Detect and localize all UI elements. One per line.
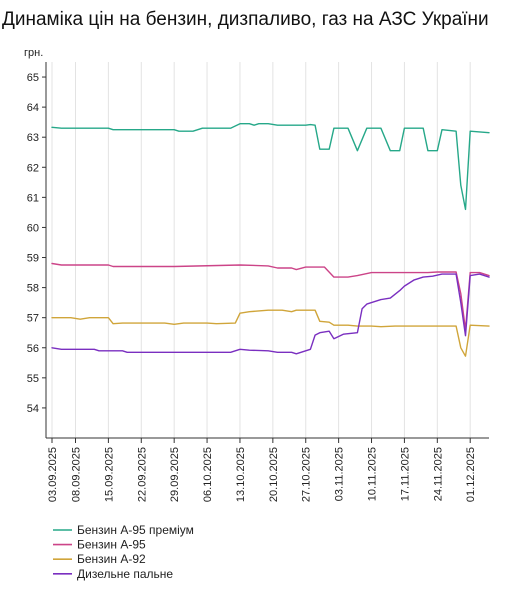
x-tick-label: 10.11.2025 [367,447,379,501]
y-tick-label: 63 [27,132,39,144]
y-tick-label: 64 [27,102,39,114]
grid-lines [51,62,471,438]
legend-label: Бензин А-95 преміум [77,523,194,537]
x-tick-label: 24.11.2025 [432,447,444,501]
y-tick-label: 62 [27,162,39,174]
y-tick-label: 60 [27,222,39,234]
y-tick-label: 65 [27,72,39,84]
x-tick-label: 29.09.2025 [169,447,181,502]
x-tick-label: 15.09.2025 [103,447,115,502]
series-бензин-а-92-line [51,309,490,357]
x-tick-label: 03.09.2025 [47,447,59,502]
y-tick-label: 58 [27,283,39,295]
y-tick-label: 59 [27,253,39,265]
chart-title: Динаміка цін на бензин, дизпаливо, газ н… [2,9,489,30]
series-дизельне-пальне-line [51,273,490,355]
x-tick-label: 13.10.2025 [235,447,247,502]
legend-label: Бензин А-92 [77,552,146,566]
series-бензин-а-95-преміум-line [51,123,490,211]
x-tick-label: 01.12.2025 [465,447,477,502]
x-tick-label: 06.10.2025 [202,447,214,502]
y-tick-label: 54 [27,403,39,415]
y-tick-label: 55 [27,373,39,385]
series-lines [51,123,490,357]
x-axis-ticks: 03.09.2025 08.09.2025 15.09.2025 22.09.2025… [47,438,477,502]
legend-label: Бензин А-95 [77,538,146,552]
x-tick-label: 27.10.2025 [301,447,313,502]
y-tick-label: 61 [27,192,39,204]
x-tick-label: 08.09.2025 [70,447,82,502]
x-tick-label: 22.09.2025 [136,447,148,502]
y-tick-label: 56 [27,343,39,355]
axes [45,62,489,439]
x-tick-label: 03.11.2025 [334,447,346,501]
y-axis-unit: грн. [24,47,43,59]
y-axis-ticks: 54 55 56 57 58 59 60 61 62 63 64 65 [27,72,46,415]
x-tick-label: 17.11.2025 [399,447,411,501]
series-бензин-а-95-line [51,262,490,331]
legend-label: Дизельне пальне [77,567,173,581]
x-tick-label: 20.10.2025 [268,447,280,502]
y-tick-label: 57 [27,313,39,325]
